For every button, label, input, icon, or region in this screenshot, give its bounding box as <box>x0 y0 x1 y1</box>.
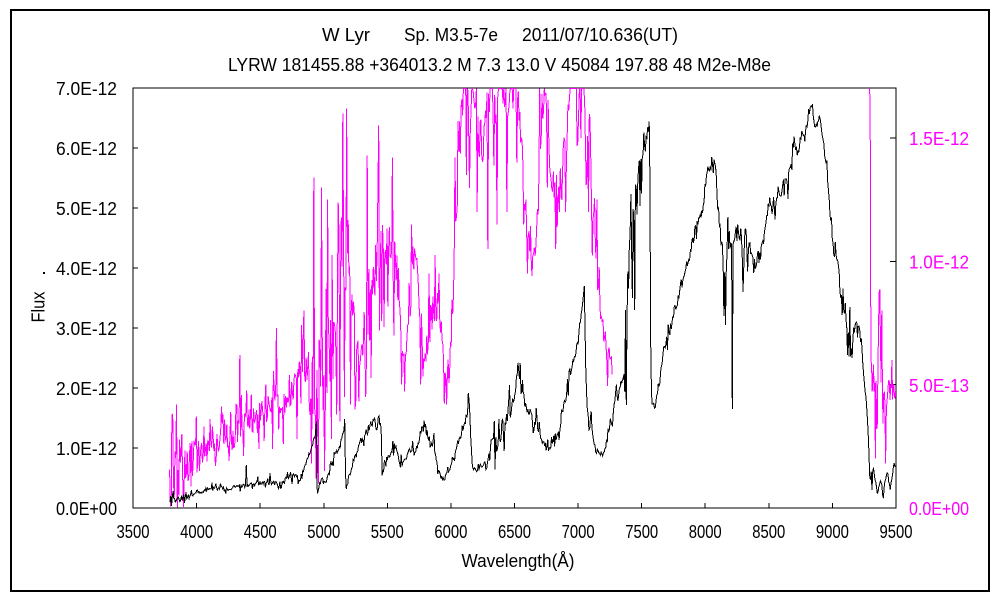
svg-text:0.0E+00: 0.0E+00 <box>56 499 117 519</box>
svg-text:Flux: Flux <box>29 292 49 323</box>
svg-text:4500: 4500 <box>244 522 277 542</box>
svg-text:4000: 4000 <box>180 522 213 542</box>
svg-text:1.0E-12: 1.0E-12 <box>56 439 117 459</box>
svg-text:6000: 6000 <box>434 522 467 542</box>
svg-text:LYRW 181455.88 +364013.2 M 7.3: LYRW 181455.88 +364013.2 M 7.3 13.0 V 45… <box>228 55 771 75</box>
svg-text:3500: 3500 <box>117 522 150 542</box>
svg-text:6500: 6500 <box>498 522 531 542</box>
svg-text:2011/07/10.636(UT): 2011/07/10.636(UT) <box>522 25 678 45</box>
svg-text:Wavelength(Å): Wavelength(Å) <box>462 551 575 571</box>
svg-text:3.0E-12: 3.0E-12 <box>56 319 117 339</box>
svg-text:8000: 8000 <box>689 522 722 542</box>
svg-text:5000: 5000 <box>307 522 340 542</box>
svg-text:1.5E-12: 1.5E-12 <box>909 129 969 149</box>
svg-text:4.0E-12: 4.0E-12 <box>56 259 117 279</box>
svg-text:5.0E-12: 5.0E-12 <box>56 199 117 219</box>
svg-text:8500: 8500 <box>752 522 785 542</box>
svg-text:2.0E-12: 2.0E-12 <box>56 379 117 399</box>
svg-text:7500: 7500 <box>625 522 658 542</box>
svg-text:9500: 9500 <box>880 522 913 542</box>
svg-text:7000: 7000 <box>562 522 595 542</box>
svg-text:0.0E+00: 0.0E+00 <box>909 499 969 519</box>
svg-text:9000: 9000 <box>816 522 849 542</box>
svg-text:5.0E-13: 5.0E-13 <box>909 376 969 396</box>
svg-text:W Lyr: W Lyr <box>322 25 370 45</box>
svg-text:Sp. M3.5-7e: Sp. M3.5-7e <box>404 25 498 45</box>
svg-text:7.0E-12: 7.0E-12 <box>56 79 117 99</box>
svg-text:1.0E-12: 1.0E-12 <box>909 253 969 273</box>
svg-text:5500: 5500 <box>371 522 404 542</box>
svg-text:6.0E-12: 6.0E-12 <box>56 139 117 159</box>
